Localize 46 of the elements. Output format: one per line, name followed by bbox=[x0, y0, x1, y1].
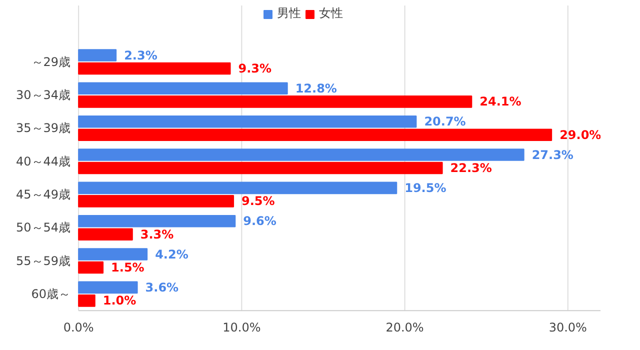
x-tick-label: 10.0% bbox=[222, 320, 261, 335]
data-label: 2.3% bbox=[124, 48, 158, 62]
bar bbox=[78, 162, 443, 174]
bar bbox=[78, 148, 524, 161]
y-tick-label: 30～34歳 bbox=[16, 88, 71, 102]
data-label: 1.0% bbox=[102, 294, 136, 308]
data-label: 20.7% bbox=[424, 114, 466, 129]
bar bbox=[78, 294, 96, 307]
data-label: 27.3% bbox=[532, 148, 574, 162]
y-tick-label: 35～39歳 bbox=[16, 121, 71, 136]
data-label: 19.5% bbox=[404, 180, 446, 195]
bar bbox=[78, 49, 117, 62]
bar bbox=[78, 195, 234, 208]
x-tick-label: 30.0% bbox=[548, 320, 587, 335]
bar bbox=[78, 281, 138, 294]
x-tick-label: 0.0% bbox=[63, 320, 94, 335]
y-tick-label: 40～44歳 bbox=[16, 154, 71, 168]
legend-label: 女性 bbox=[319, 5, 343, 22]
data-label: 12.8% bbox=[295, 81, 337, 96]
y-tick-label: 45～49歳 bbox=[16, 188, 71, 202]
data-label: 9.3% bbox=[238, 62, 272, 76]
bar bbox=[78, 62, 231, 75]
data-label: 24.1% bbox=[480, 94, 522, 109]
data-label: 22.3% bbox=[450, 161, 492, 176]
legend-label: 男性 bbox=[277, 5, 301, 22]
data-label: 9.5% bbox=[242, 194, 275, 208]
bar bbox=[78, 248, 148, 260]
y-tick-label: ～29歳 bbox=[31, 54, 71, 69]
y-tick-label: 60歳～ bbox=[31, 287, 71, 302]
bar bbox=[78, 115, 417, 128]
bar bbox=[78, 261, 104, 274]
data-label: 4.2% bbox=[155, 247, 188, 262]
data-label: 9.6% bbox=[243, 214, 276, 228]
bar bbox=[78, 214, 236, 228]
bar bbox=[78, 228, 133, 240]
x-tick-label: 20.0% bbox=[386, 320, 424, 335]
bar bbox=[78, 182, 398, 194]
bar bbox=[78, 96, 472, 108]
data-label: 29.0% bbox=[560, 128, 602, 142]
y-tick-label: 50～54歳 bbox=[16, 220, 71, 235]
data-label: 1.5% bbox=[111, 260, 144, 275]
y-tick-label: 55～59歳 bbox=[16, 254, 71, 268]
data-label: 3.6% bbox=[145, 280, 179, 294]
data-label: 3.3% bbox=[140, 227, 174, 242]
bar bbox=[78, 128, 552, 141]
bar bbox=[78, 82, 288, 95]
